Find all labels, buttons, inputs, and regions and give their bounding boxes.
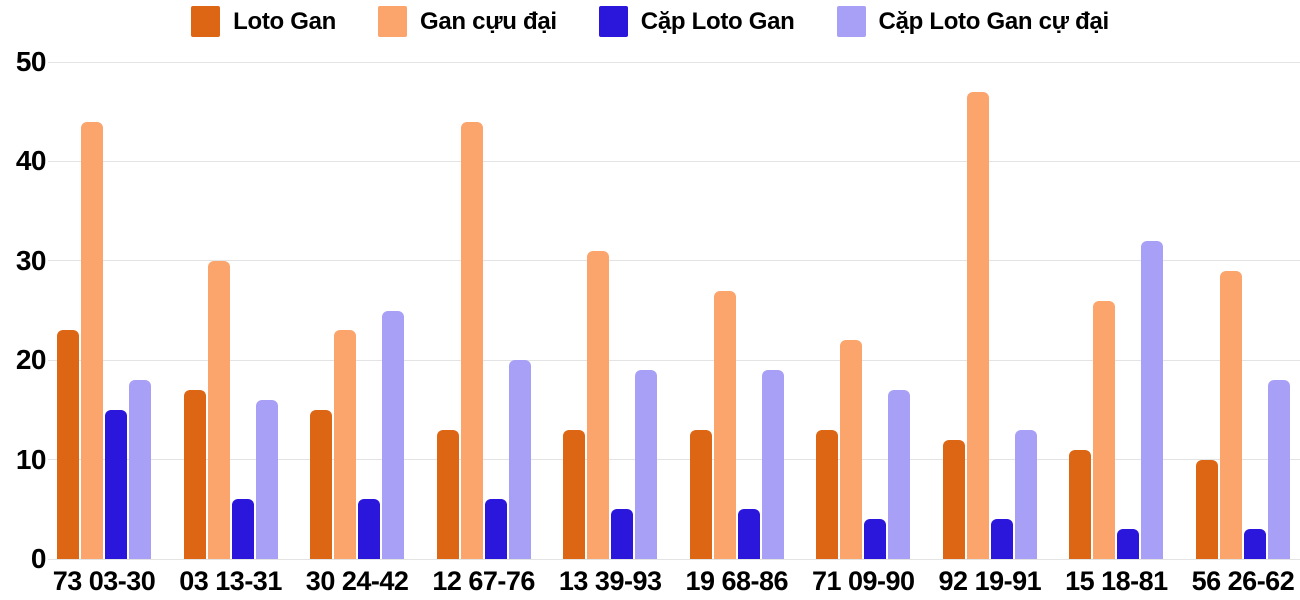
bar-group: 92 19-91 [939,62,1042,596]
legend-swatch-icon [378,6,408,37]
bar-series-0 [1195,459,1218,559]
gridline [48,260,1300,262]
x-axis-label: 12 67-76 [432,566,535,596]
bar-series-0 [1069,449,1092,559]
legend-item[interactable]: Gan cựu đại [378,6,557,37]
bar-series-2 [484,499,507,559]
bar-series-3 [508,360,531,559]
chart-legend: Loto Gan Gan cựu đại Cặp Loto Gan Cặp Loto … [0,6,1300,37]
bar-series-0 [310,409,333,559]
gridline [48,359,1300,361]
bar-series-1 [966,91,989,559]
bar-series-1 [81,121,103,559]
y-tick-label: 0 [30,543,47,574]
y-tick-label: 10 [15,443,47,475]
x-axis-label: 13 39-93 [558,566,662,596]
bar-series-2 [105,409,127,559]
x-axis-label: 15 18-81 [1065,566,1168,596]
bar-group: 15 18-81 [1065,62,1168,596]
x-axis-label: 92 19-91 [938,566,1042,596]
legend-swatch-icon [836,6,866,37]
bar-series-1 [334,330,357,559]
y-tick-label: 20 [15,344,47,376]
bar-series-1 [1219,270,1242,559]
bar-series-0 [816,429,839,559]
gridline [48,558,1300,560]
legend-label: Loto Gan [233,7,337,35]
bar-group: 13 39-93 [559,62,662,596]
plot-area: 73 03-30 03 13-31 30 24-42 12 67-76 13 39-93… [0,61,1300,596]
bar-series-0 [436,429,459,559]
gridline [48,61,1300,63]
bar-series-3 [888,390,911,559]
bar-series-3 [129,380,151,559]
legend-item[interactable]: Loto Gan [191,6,336,37]
x-axis-label: 03 13-31 [179,566,282,596]
bar-series-2 [990,519,1013,559]
x-axis-label: 30 24-42 [305,566,409,596]
bar-group: 56 26-62 [1192,62,1295,596]
bar-series-2 [231,499,254,559]
bar-series-2 [1243,529,1266,559]
bar-series-3 [1141,240,1164,559]
bar-series-1 [460,121,483,559]
x-axis-label: 19 68-86 [685,566,789,596]
gridline [48,459,1300,461]
gridline [48,160,1300,162]
legend-swatch-icon [598,6,628,37]
bar-series-3 [1014,429,1037,559]
bar-series-1 [840,340,863,559]
bar-series-2 [1117,529,1140,559]
bar-series-0 [183,390,206,559]
x-axis-label: 73 03-30 [52,566,156,596]
legend-item[interactable]: Cặp Loto Gan cự đại [836,6,1110,37]
bar-series-3 [255,399,278,559]
bar-series-1 [713,290,736,559]
legend-label: Cặp Loto Gan cự đại [878,7,1110,35]
bar-series-0 [942,439,965,559]
bar-series-3 [635,370,658,559]
bar-group: 30 24-42 [306,62,409,596]
legend-label: Gan cựu đại [420,7,557,35]
bar-series-2 [358,499,381,559]
bar-groups: 73 03-30 03 13-31 30 24-42 12 67-76 13 39-93… [53,62,1295,596]
bar-group: 71 09-90 [812,62,915,596]
bar-series-3 [761,370,784,559]
bar-group: 12 67-76 [432,62,535,596]
bar-series-0 [57,330,79,559]
bar-series-3 [382,310,405,559]
bar-series-1 [1093,300,1116,559]
bar-series-3 [1267,380,1290,559]
legend-label: Cặp Loto Gan [640,7,795,35]
bar-series-2 [737,509,760,559]
bar-series-2 [611,509,634,559]
bar-series-1 [207,260,230,559]
bar-series-2 [864,519,887,559]
bar-group: 03 13-31 [179,62,282,596]
legend-item[interactable]: Cặp Loto Gan [598,6,795,37]
legend-swatch-icon [191,6,221,37]
x-axis-label: 56 26-62 [1191,566,1295,596]
bar-series-1 [587,250,610,559]
bar-series-0 [689,429,712,559]
y-tick-label: 30 [15,244,47,276]
bar-series-0 [563,429,586,559]
y-tick-label: 50 [15,46,47,77]
bar-group: 19 68-86 [685,62,789,596]
bar-group: 73 03-30 [53,62,156,596]
x-axis-label: 71 09-90 [811,566,915,596]
y-tick-label: 40 [15,145,47,177]
